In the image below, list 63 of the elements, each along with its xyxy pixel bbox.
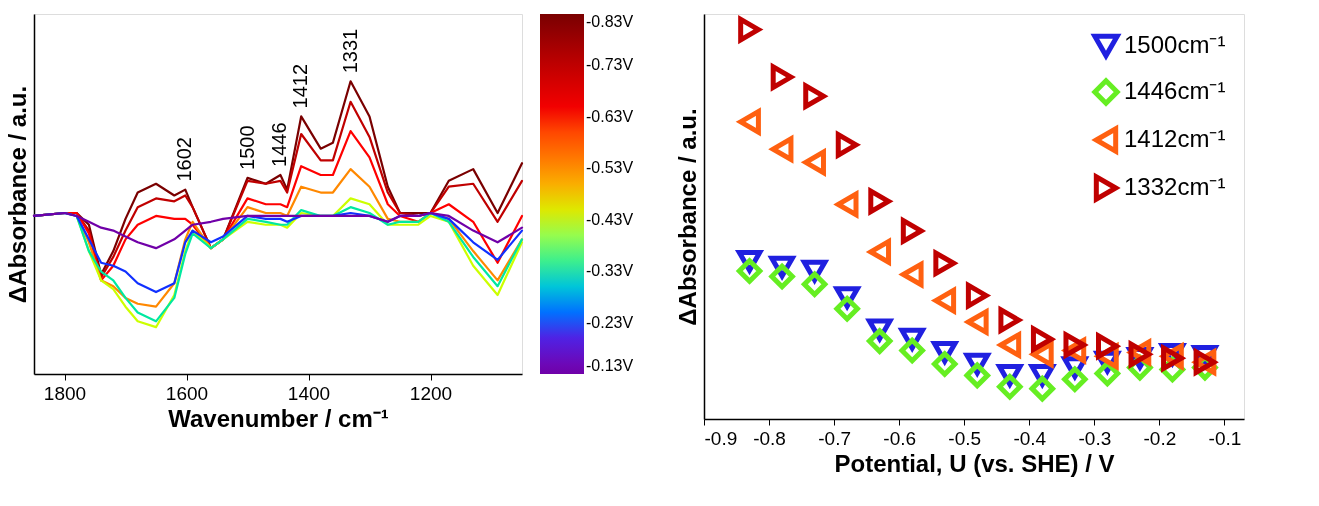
x-tick-label: -0.4 bbox=[1013, 427, 1047, 449]
annotation: 1500 bbox=[235, 125, 258, 170]
point bbox=[768, 134, 794, 164]
x-tick-label: -0.9 bbox=[704, 427, 738, 449]
point bbox=[1062, 366, 1088, 393]
x-axis-title: Potential, U (vs. SHE) / V bbox=[834, 449, 1115, 477]
point bbox=[963, 307, 989, 337]
point bbox=[868, 239, 892, 265]
x-tick-label: 1600 bbox=[165, 382, 209, 404]
point bbox=[1063, 330, 1089, 360]
y-axis-title: ΔAbsorbance / a.u. bbox=[3, 85, 31, 304]
x-tick-label: -0.6 bbox=[883, 427, 917, 449]
color-bar-label: -0.83V bbox=[586, 13, 634, 30]
x-tick-label: -0.1 bbox=[1208, 427, 1242, 449]
legend-label: 1412cm⁻¹ bbox=[1124, 125, 1226, 152]
x-tick-label: -0.2 bbox=[1143, 427, 1177, 449]
x-tick-label: 1400 bbox=[287, 382, 331, 404]
annotation: 1412 bbox=[289, 63, 312, 109]
annotation: 1446 bbox=[268, 122, 291, 167]
point bbox=[998, 305, 1024, 335]
point bbox=[835, 132, 859, 158]
point bbox=[833, 189, 859, 219]
point bbox=[964, 362, 990, 389]
point bbox=[998, 332, 1022, 358]
point bbox=[866, 328, 893, 354]
point bbox=[1028, 340, 1054, 369]
x-tick-label: -0.7 bbox=[818, 427, 851, 449]
point bbox=[1030, 326, 1054, 352]
color-bar-label: -0.33V bbox=[586, 262, 634, 280]
x-tick-label: -0.3 bbox=[1078, 427, 1112, 449]
x-axis-title: Wavenumber / cm⁻¹ bbox=[168, 404, 389, 432]
legend-label: 1446cm⁻¹ bbox=[1124, 77, 1226, 104]
annotation: 1602 bbox=[173, 137, 196, 182]
point bbox=[931, 351, 958, 377]
color-bar-label: -0.53V bbox=[586, 159, 634, 177]
point bbox=[801, 271, 828, 298]
point bbox=[868, 186, 894, 216]
x-tick-label: 1200 bbox=[409, 382, 453, 404]
color-bar-label: -0.43V bbox=[586, 210, 634, 228]
point bbox=[770, 62, 796, 92]
point bbox=[1094, 360, 1121, 387]
point bbox=[933, 248, 959, 278]
x-tick-label: -0.8 bbox=[753, 427, 786, 449]
point bbox=[736, 258, 763, 284]
point bbox=[899, 337, 925, 364]
point bbox=[769, 263, 795, 290]
point bbox=[834, 296, 860, 322]
point bbox=[997, 373, 1023, 400]
color-bar-label: -0.63V bbox=[586, 107, 634, 125]
x-tick-label: 1800 bbox=[43, 382, 87, 404]
legend-label: 1500cm⁻¹ bbox=[1124, 31, 1226, 58]
annotation: 1331 bbox=[338, 28, 361, 74]
point bbox=[1029, 375, 1056, 402]
color-bar-label: -0.13V bbox=[586, 357, 634, 374]
color-bar-label: -0.23V bbox=[586, 313, 634, 331]
y-axis-title: ΔAbsorbance / a.u. bbox=[673, 108, 701, 326]
color-bar-label: -0.73V bbox=[586, 56, 634, 74]
x-tick-label: -0.5 bbox=[948, 427, 982, 449]
point bbox=[898, 260, 924, 289]
point bbox=[965, 281, 991, 311]
point bbox=[931, 286, 957, 316]
point bbox=[900, 218, 924, 244]
legend-label: 1332cm⁻¹ bbox=[1124, 173, 1226, 200]
